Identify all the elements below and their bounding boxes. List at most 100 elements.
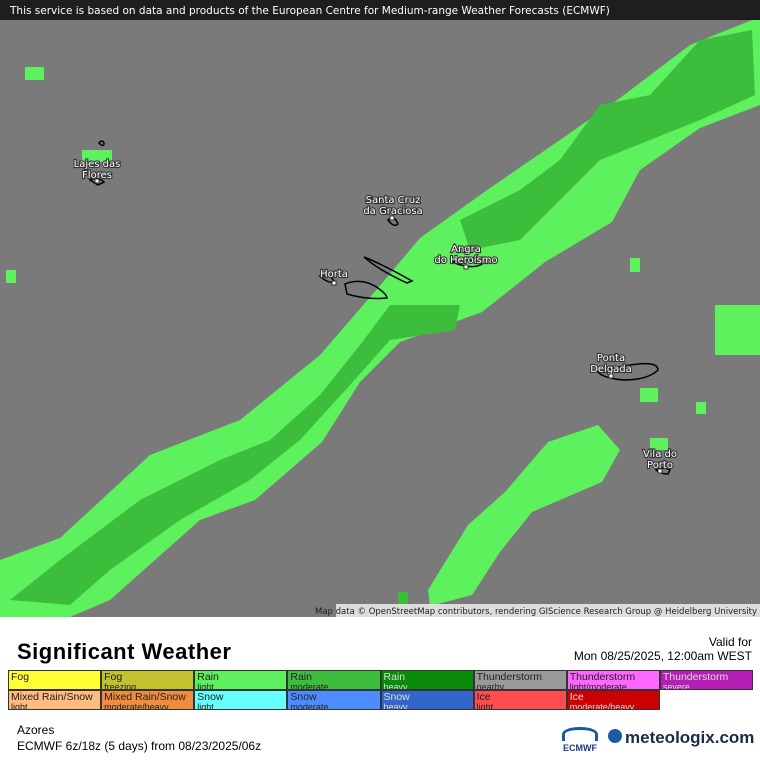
place-marker bbox=[94, 178, 100, 184]
place-label: Vila do Porto bbox=[643, 449, 677, 471]
place-label: Santa Cruz da Graciosa bbox=[363, 195, 422, 217]
legend-item: Mixed Rain/Snow moderate/heavy bbox=[101, 690, 195, 710]
legend-name: Snow bbox=[290, 691, 317, 703]
rain-cell bbox=[650, 438, 668, 450]
legend-name: Fog bbox=[104, 671, 123, 683]
valid-label: Valid for bbox=[708, 635, 752, 649]
legend: Fog Fog freezing Rain light Rain moderate Rain h… bbox=[8, 670, 753, 710]
ecmwf-icon bbox=[562, 727, 598, 741]
legend-name: Thunderstorm bbox=[569, 671, 636, 683]
model-run: ECMWF 6z/18z (5 days) from 08/23/2025/06… bbox=[17, 739, 262, 753]
legend-detail: light bbox=[476, 702, 494, 710]
legend-name: Rain bbox=[383, 671, 406, 683]
brand: meteologix.com bbox=[625, 728, 755, 747]
legend-item: Ice light bbox=[473, 690, 567, 710]
legend-detail: moderate bbox=[290, 682, 329, 690]
legend-name: Snow bbox=[197, 691, 224, 703]
place-line: do Heroísmo bbox=[434, 254, 497, 266]
place-line: Porto bbox=[647, 460, 673, 471]
rain-cell bbox=[25, 67, 44, 80]
map: Lajes das Flores Santa Cruz da Graciosa An… bbox=[0, 0, 760, 617]
legend-detail: heavy bbox=[383, 702, 408, 710]
legend-item: Ice moderate/heavy bbox=[566, 690, 660, 710]
legend-item: Thunderstorm severe bbox=[659, 670, 753, 690]
legend-name: Snow bbox=[383, 691, 410, 703]
footer: Significant Weather Valid for Mon 08/25/… bbox=[0, 617, 760, 760]
legend-item: Snow moderate bbox=[287, 690, 381, 710]
place-line: Ponta bbox=[597, 353, 625, 364]
rain-cell bbox=[696, 402, 706, 414]
rain-cell bbox=[82, 150, 112, 162]
valid-time: Mon 08/25/2025, 12:00am WEST bbox=[573, 649, 752, 663]
rain-cell bbox=[6, 270, 16, 283]
rain-moderate-area bbox=[460, 30, 755, 250]
place-marker bbox=[463, 264, 469, 270]
legend-detail: freezing bbox=[104, 682, 137, 690]
place-line: Vila do bbox=[643, 449, 677, 460]
legend-item: Rain light bbox=[194, 670, 288, 690]
legend-name: Fog bbox=[11, 671, 30, 683]
rain-cell bbox=[715, 305, 760, 355]
rain-cell bbox=[398, 592, 408, 604]
legend-detail: moderate bbox=[290, 702, 329, 710]
place-marker bbox=[657, 468, 663, 474]
legend-detail: moderate/heavy bbox=[569, 702, 635, 710]
legend-detail: moderate/heavy bbox=[104, 702, 169, 710]
legend-detail: light bbox=[197, 702, 214, 710]
notice-bar bbox=[0, 0, 760, 20]
place-line: Horta bbox=[320, 269, 348, 280]
place-marker bbox=[389, 215, 395, 221]
island bbox=[344, 280, 388, 300]
place-line: Delgada bbox=[590, 364, 632, 375]
island bbox=[451, 259, 484, 268]
rain-light-area bbox=[428, 425, 620, 606]
legend-item: Rain moderate bbox=[287, 670, 381, 690]
legend-detail: light bbox=[197, 682, 214, 690]
legend-name: Mixed Rain/Snow bbox=[11, 691, 93, 703]
place-marker bbox=[331, 280, 337, 286]
legend-name: Rain bbox=[290, 671, 312, 683]
legend-item: Snow heavy bbox=[380, 690, 474, 710]
legend-detail: light bbox=[11, 702, 28, 710]
place-line: da Graciosa bbox=[363, 206, 422, 217]
legend-item: Rain heavy bbox=[380, 670, 474, 690]
legend-name: Thunderstorm bbox=[662, 671, 729, 683]
legend-item: Mixed Rain/Snow light bbox=[8, 690, 102, 710]
legend-name: Thunderstorm bbox=[476, 671, 542, 683]
legend-item: Fog bbox=[8, 670, 102, 690]
island bbox=[98, 140, 105, 147]
legend-detail: light/moderate bbox=[569, 682, 627, 690]
legend-detail: severe bbox=[662, 682, 690, 690]
rain-moderate-area bbox=[10, 305, 460, 605]
legend-name: Ice bbox=[476, 691, 491, 703]
attribution: Map data © OpenStreetMap contributors, r… bbox=[315, 607, 757, 617]
title: Significant Weather bbox=[17, 639, 232, 664]
attribution-bar bbox=[336, 604, 760, 617]
legend-detail: nearby bbox=[476, 682, 505, 690]
place-label: Horta bbox=[320, 269, 348, 280]
notice: This service is based on data and produc… bbox=[9, 5, 610, 17]
legend-name: Rain bbox=[197, 671, 219, 683]
place-line: Flores bbox=[82, 170, 112, 181]
place-line: Lajes das bbox=[74, 159, 121, 170]
legend-name: Mixed Rain/Snow bbox=[104, 691, 186, 703]
place-line: Angra bbox=[451, 244, 481, 255]
rain-cell bbox=[630, 258, 640, 272]
legend-detail: heavy bbox=[383, 682, 408, 690]
place-label: Lajes das Flores bbox=[74, 159, 121, 181]
place-marker bbox=[608, 373, 614, 379]
place-label: Angra do Heroísmo bbox=[434, 244, 497, 266]
legend-name: Ice bbox=[569, 691, 584, 703]
island bbox=[363, 256, 414, 284]
place-label: Ponta Delgada bbox=[590, 353, 632, 375]
place-line: Santa Cruz bbox=[366, 195, 421, 206]
legend-item: Thunderstorm nearby bbox=[473, 670, 567, 690]
region: Azores bbox=[17, 723, 55, 737]
ecmwf-logo: ECMWF bbox=[563, 743, 597, 753]
legend-item: Snow light bbox=[194, 690, 288, 710]
legend-item: Thunderstorm light/moderate bbox=[566, 670, 660, 690]
legend-item: Fog freezing bbox=[101, 670, 195, 690]
rain-cell bbox=[640, 388, 658, 402]
brand-icon bbox=[608, 729, 622, 743]
